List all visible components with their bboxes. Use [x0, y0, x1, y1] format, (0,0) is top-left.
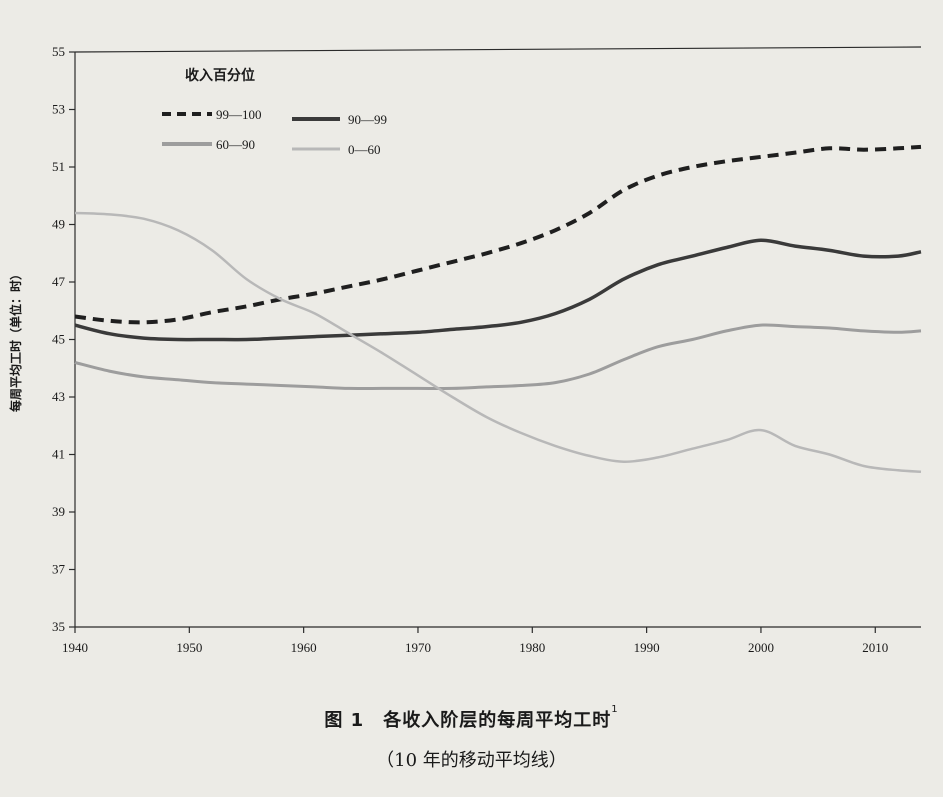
x-tick-label: 1940: [62, 640, 88, 655]
legend-title: 收入百分位: [185, 67, 255, 84]
series-line-1: [74, 144, 922, 325]
y-tick-label: 35: [52, 619, 65, 634]
y-tick-label: 39: [52, 504, 65, 519]
x-tick-label: 1950: [176, 640, 202, 655]
y-tick-label: 53: [52, 102, 65, 117]
series-line-4: [74, 211, 922, 474]
legend: 收入百分位 99—100 90—99 60—90 0—60: [162, 67, 387, 157]
y-tick-label: 43: [52, 389, 65, 404]
y-tick-label: 41: [52, 447, 65, 462]
x-tick-label: 2010: [862, 640, 888, 655]
y-tick-label: 45: [52, 332, 65, 347]
y-tick-label: 37: [52, 562, 66, 577]
series-line-2: [74, 238, 922, 342]
x-axis-ticks: 1940 1950 1960 1970 1980 1990 2000 2010: [62, 627, 888, 655]
y-tick-label: 55: [52, 44, 65, 59]
series-line-3: [74, 323, 922, 390]
figure-subtitle: （10 年的移动平均线）: [376, 750, 567, 771]
legend-label-99-100: 99—100: [216, 107, 262, 122]
legend-label-90-99: 90—99: [348, 112, 387, 127]
y-axis-label: 每周平均工时（单位：时）: [8, 268, 23, 412]
figure-title-text: 图 1 各收入阶层的每周平均工时: [324, 710, 612, 731]
x-tick-label: 1970: [405, 640, 431, 655]
figure-title: 图 1 各收入阶层的每周平均工时1: [0, 704, 943, 732]
legend-label-60-90: 60—90: [216, 137, 255, 152]
x-tick-label: 1990: [634, 640, 660, 655]
series-layer: [74, 144, 922, 474]
y-tick-label: 51: [52, 159, 65, 174]
x-tick-label: 2000: [748, 640, 774, 655]
y-tick-label: 47: [52, 274, 66, 289]
x-tick-label: 1960: [291, 640, 317, 655]
plot-border-top: [74, 46, 922, 53]
figure-title-note: 1: [611, 704, 619, 715]
legend-label-0-60: 0—60: [348, 142, 381, 157]
x-tick-label: 1980: [519, 640, 545, 655]
y-axis-ticks: 35 37 39 41 43 45 47 49 51 53 55: [52, 44, 75, 634]
y-tick-label: 49: [52, 217, 65, 232]
